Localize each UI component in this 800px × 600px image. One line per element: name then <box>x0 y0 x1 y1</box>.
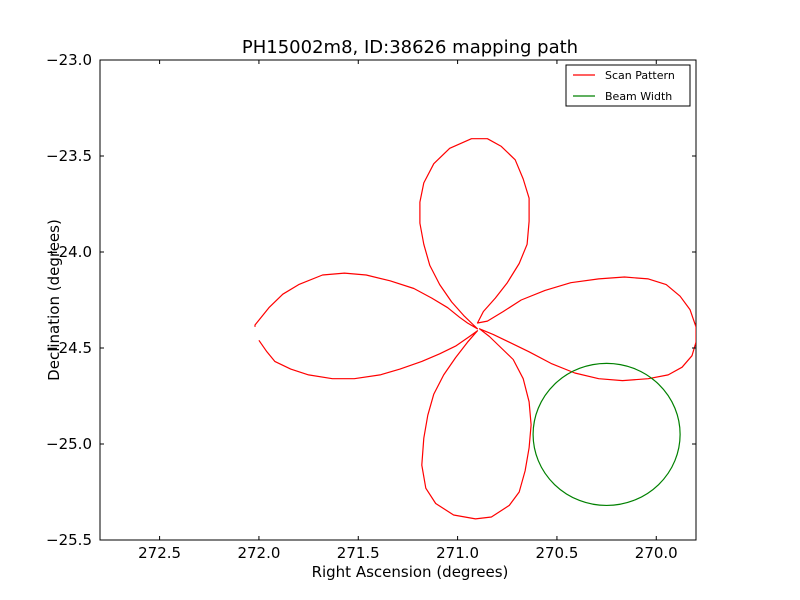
x-tick-label: 271.0 <box>436 544 479 562</box>
y-tick-label: −24.5 <box>46 339 92 357</box>
x-tick-label: 270.0 <box>635 544 678 562</box>
plot-area <box>99 59 697 541</box>
x-tick-label: 272.5 <box>138 544 181 562</box>
legend-label-beam-width: Beam Width <box>605 90 672 103</box>
ticks-layer: 272.5 272.0 271.5 271.0 270.5 270.0 −23.0 −23.5… <box>46 51 696 562</box>
x-tick-label: 271.5 <box>337 544 380 562</box>
y-axis-label: Declination (degrees) <box>45 219 63 381</box>
y-tick-label: −25.5 <box>46 531 92 549</box>
y-tick-label: −25.0 <box>46 435 92 453</box>
legend: Scan Pattern Beam Width <box>565 64 691 107</box>
y-tick-label: −23.0 <box>46 51 92 69</box>
beam-width-circle <box>532 362 681 507</box>
chart-title: PH15002m8, ID:38626 mapping path <box>242 37 578 58</box>
x-axis-label: Right Ascension (degrees) <box>312 563 509 581</box>
scan-pattern-line <box>254 138 696 520</box>
x-tick-label: 270.5 <box>535 544 578 562</box>
legend-label-scan-pattern: Scan Pattern <box>605 69 675 82</box>
series-layer <box>254 138 696 520</box>
y-tick-label: −23.5 <box>46 147 92 165</box>
x-tick-label: 272.0 <box>237 544 280 562</box>
y-tick-label: −24.0 <box>46 243 92 261</box>
legend-box <box>565 64 691 107</box>
